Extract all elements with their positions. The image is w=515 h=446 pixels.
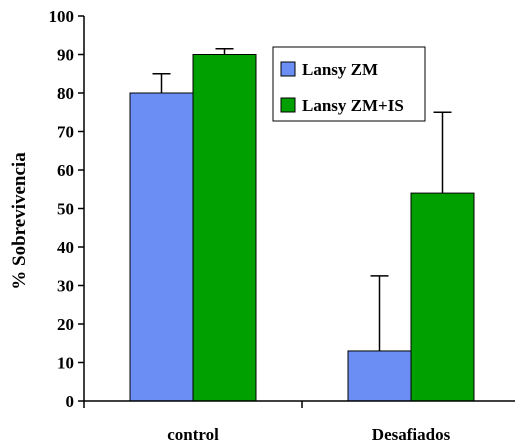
axes-layer: control Desafiados 0 10 20 30 40 50 60 70 80 90 100: [49, 7, 515, 444]
y-tick-label: 80: [57, 84, 74, 103]
legend-swatch-2: [280, 97, 296, 113]
error-bars-layer: [152, 47, 452, 351]
y-tick-label: 100: [49, 7, 75, 26]
y-tick-label: 90: [57, 46, 74, 65]
y-tick-label: 30: [57, 277, 74, 296]
legend-label-2: Lansy ZM+IS: [302, 96, 404, 115]
bar-1-desafiados: [347, 350, 412, 402]
legend-label-1: Lansy ZM: [302, 60, 378, 79]
bar-2-control: [192, 54, 257, 402]
x-tick-label: Desafiados: [372, 425, 451, 444]
y-tick-label: 0: [66, 392, 75, 411]
legend: Lansy ZM Lansy ZM+IS: [272, 46, 426, 122]
y-tick-label: 20: [57, 315, 74, 334]
bar-2-desafiados: [410, 192, 475, 402]
bars-layer: [129, 54, 475, 402]
bar-1-control: [129, 92, 194, 402]
legend-swatch-1: [280, 61, 296, 77]
y-tick-label: 60: [57, 161, 74, 180]
y-axis-title: % Sobrevivencia: [9, 152, 30, 290]
y-tick-label: 50: [57, 200, 74, 219]
y-tick-label: 10: [57, 354, 74, 373]
y-tick-label: 40: [57, 238, 74, 257]
legend-box: [272, 46, 426, 122]
x-tick-label: control: [167, 425, 219, 444]
y-tick-label: 70: [57, 123, 74, 142]
